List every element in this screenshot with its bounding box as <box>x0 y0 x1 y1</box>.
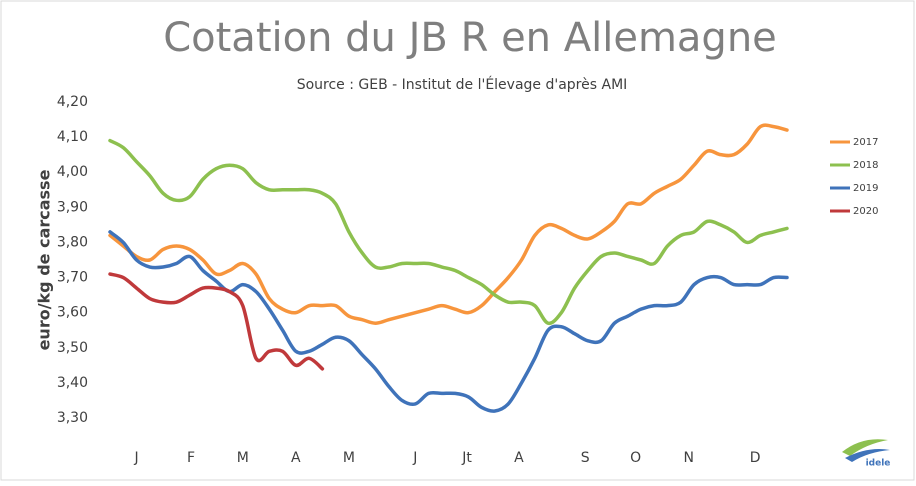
legend-label: 2019 <box>853 183 878 194</box>
logo-swoosh <box>845 449 890 462</box>
x-tick-label: A <box>514 450 524 466</box>
y-tick-label: 4,00 <box>57 164 88 180</box>
y-tick-label: 3,30 <box>57 410 88 426</box>
y-tick-label: 3,50 <box>57 340 88 356</box>
chart-title: Cotation du JB R en Allemagne <box>163 15 777 61</box>
y-tick-label: 3,90 <box>57 199 88 215</box>
series-line <box>108 138 789 326</box>
x-tick-label: N <box>684 450 694 466</box>
x-tick-label: J <box>133 450 138 466</box>
series-line <box>108 123 789 325</box>
legend-label: 2017 <box>853 137 878 148</box>
x-tick-label: O <box>630 450 641 466</box>
logo-text: idele <box>866 459 891 469</box>
legend-label: 2020 <box>853 206 878 217</box>
series-line <box>108 272 325 371</box>
logo: idele <box>842 439 891 469</box>
y-tick-label: 4,10 <box>57 129 88 145</box>
y-tick-label: 3,80 <box>57 234 88 250</box>
x-tick-label: M <box>237 450 249 466</box>
logo-swoosh <box>842 439 888 456</box>
x-tick-label: S <box>581 450 590 466</box>
x-tick-label: J <box>412 450 417 466</box>
y-axis-label: euro/kg de carcasse <box>35 169 54 350</box>
legend-label: 2018 <box>853 160 878 171</box>
y-tick-label: 3,60 <box>57 305 88 321</box>
x-tick-label: M <box>343 450 355 466</box>
x-tick-label: A <box>291 450 301 466</box>
x-tick-label: D <box>750 450 761 466</box>
y-tick-label: 3,40 <box>57 375 88 391</box>
y-tick-label: 4,20 <box>57 94 88 110</box>
chart-subtitle: Source : GEB - Institut de l'Élevage d'a… <box>297 76 628 93</box>
x-tick-label: F <box>187 450 195 466</box>
y-tick-label: 3,70 <box>57 270 88 286</box>
x-tick-label: Jt <box>461 450 472 466</box>
